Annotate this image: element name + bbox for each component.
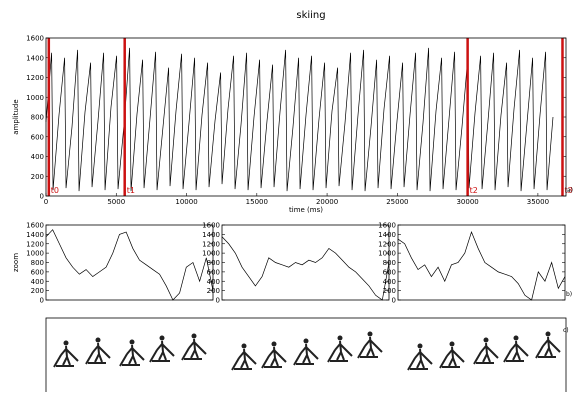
y-tick-label: 1200 (378, 240, 396, 248)
y-tick-label: 200 (383, 287, 396, 295)
x-tick-label: 20000 (316, 198, 338, 206)
y-tick-label: 0 (392, 297, 396, 305)
time-marker-label: t0 (51, 186, 59, 195)
signal-line (46, 230, 213, 300)
y-tick-label: 1200 (26, 240, 44, 248)
y-tick-label: 200 (207, 287, 220, 295)
x-axis-label: time (ms) (289, 206, 323, 214)
y-tick-label: 1400 (378, 231, 396, 239)
figure: skiing c) 020040060080010001200140016000… (0, 0, 576, 392)
y-tick-label: 400 (207, 278, 220, 286)
y-tick-label: 600 (383, 268, 396, 276)
axes-frame (46, 225, 213, 300)
y-tick-label: 800 (207, 259, 220, 267)
y-tick-label: 400 (31, 278, 44, 286)
y-tick-label: 1200 (26, 74, 44, 82)
y-tick-label: 1400 (26, 54, 44, 62)
signal-line (222, 237, 389, 300)
y-tick-label: 1000 (26, 94, 44, 102)
y-tick-label: 1000 (202, 250, 220, 258)
y-tick-label: 1200 (202, 240, 220, 248)
y-tick-label: 200 (31, 173, 44, 181)
x-tick-label: 35000 (527, 198, 549, 206)
y-tick-label: 1000 (26, 250, 44, 258)
panel-label: b) (566, 291, 572, 298)
page: {"chart_data": [ {"type": "line", "title… (0, 0, 576, 396)
x-tick-label: 5000 (107, 198, 125, 206)
y-tick-label: 800 (31, 259, 44, 267)
y-tick-label: 1400 (26, 231, 44, 239)
y-tick-label: 400 (31, 153, 44, 161)
y-axis-label: amplitude (12, 99, 20, 134)
y-tick-label: 400 (383, 278, 396, 286)
x-tick-label: 25000 (386, 198, 408, 206)
y-tick-label: 800 (383, 259, 396, 267)
time-marker-label: t2 (470, 186, 478, 195)
y-tick-label: 1600 (202, 222, 220, 230)
x-tick-label: 30000 (456, 198, 478, 206)
y-tick-label: 1600 (378, 222, 396, 230)
y-tick-label: 600 (31, 268, 44, 276)
y-axis-label: zoom (12, 253, 20, 272)
y-tick-label: 1400 (202, 231, 220, 239)
y-tick-label: 1600 (26, 222, 44, 230)
y-tick-label: 0 (40, 297, 44, 305)
x-tick-label: 15000 (246, 198, 268, 206)
axes-frame (398, 225, 565, 300)
signal-line (398, 232, 565, 300)
x-tick-label: 10000 (175, 198, 197, 206)
chart-title: skiing (296, 10, 325, 21)
skier-images (54, 332, 560, 371)
y-tick-label: 600 (31, 133, 44, 141)
time-marker-label: t1 (127, 186, 135, 195)
y-tick-label: 1600 (26, 35, 44, 43)
y-tick-label: 200 (31, 287, 44, 295)
y-tick-label: 0 (216, 297, 220, 305)
y-tick-label: 600 (207, 268, 220, 276)
panel-label: c) (563, 327, 569, 334)
x-tick-label: 0 (44, 198, 48, 206)
y-tick-label: 800 (31, 114, 44, 122)
panel-label: a) (567, 187, 573, 194)
signal-line (46, 48, 553, 191)
y-tick-label: 1000 (378, 250, 396, 258)
